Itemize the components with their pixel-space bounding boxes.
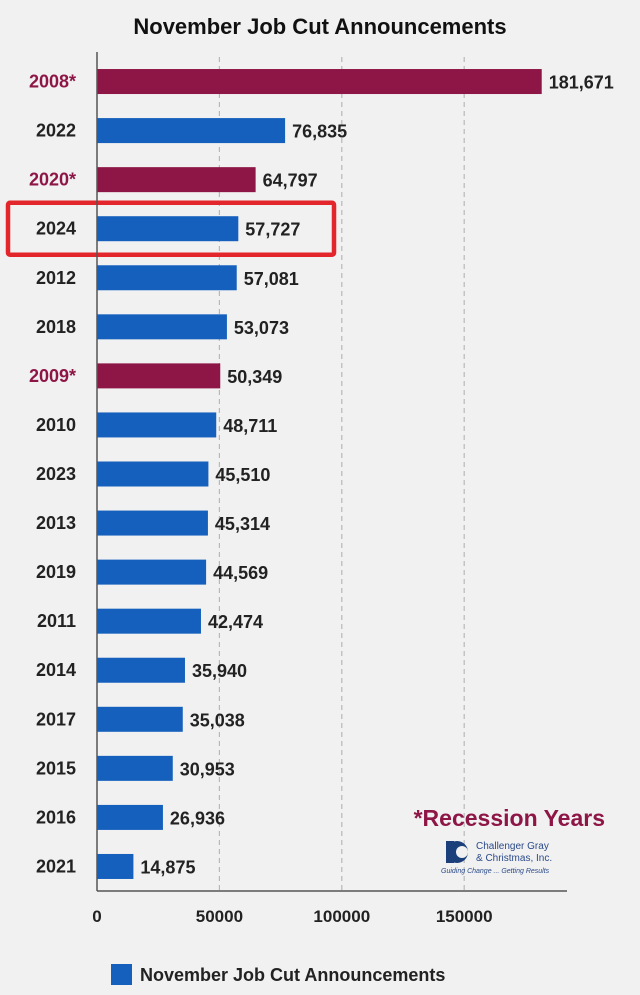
x-tick-label: 150000 — [436, 907, 493, 926]
value-label: 64,797 — [263, 171, 318, 191]
category-label: 2018 — [36, 317, 76, 337]
value-label: 26,936 — [170, 808, 225, 828]
category-label: 2014 — [36, 660, 76, 680]
highlight-box — [5, 200, 337, 257]
bar — [97, 804, 163, 830]
category-label: 2008* — [29, 72, 76, 92]
category-label: 2020* — [29, 170, 76, 190]
value-label: 45,510 — [215, 465, 270, 485]
bar — [97, 510, 208, 536]
legend: November Job Cut Announcements — [111, 964, 445, 985]
bar — [97, 216, 239, 242]
value-label: 45,314 — [215, 514, 270, 534]
bar — [97, 657, 185, 683]
axes: 0 50000 100000 150000 — [92, 52, 567, 926]
category-label: 2009* — [29, 366, 76, 386]
x-tick-label: 100000 — [313, 907, 370, 926]
recession-note: *Recession Years — [414, 805, 605, 831]
bar — [97, 755, 173, 781]
bar — [97, 559, 207, 585]
category-label: 2010 — [36, 415, 76, 435]
category-label: 2021 — [36, 856, 76, 876]
category-label: 2024 — [36, 219, 76, 239]
bar — [97, 69, 542, 95]
category-label: 2023 — [36, 464, 76, 484]
bar — [97, 706, 183, 732]
legend-swatch — [111, 964, 132, 985]
value-label: 53,073 — [234, 318, 289, 338]
category-label: 2019 — [36, 562, 76, 582]
bar — [97, 314, 227, 340]
bar — [97, 363, 221, 389]
logo-mark-icon — [446, 841, 468, 863]
bar — [97, 853, 134, 879]
logo-line2: & Christmas, Inc. — [476, 853, 552, 864]
x-tick-label: 50000 — [196, 907, 243, 926]
category-label: 2012 — [36, 268, 76, 288]
bar — [97, 412, 217, 438]
value-label: 57,727 — [245, 220, 300, 240]
logo-tagline: Guiding Change ... Getting Results — [441, 868, 550, 875]
x-tick-label: 0 — [92, 907, 101, 926]
value-label: 30,953 — [180, 759, 235, 779]
value-label: 35,940 — [192, 661, 247, 681]
value-label: 35,038 — [190, 710, 245, 730]
value-label: 48,711 — [223, 416, 277, 436]
category-label: 2011 — [37, 611, 76, 631]
category-label: 2016 — [36, 807, 76, 827]
bar — [97, 461, 209, 487]
bar — [97, 608, 201, 634]
company-logo: Challenger Gray & Christmas, Inc. Guidin… — [441, 841, 552, 875]
bar — [97, 167, 256, 193]
value-label: 57,081 — [244, 269, 299, 289]
value-label: 76,835 — [292, 122, 347, 142]
logo-line1: Challenger Gray — [476, 841, 549, 852]
value-label: 42,474 — [208, 612, 263, 632]
legend-label: November Job Cut Announcements — [140, 965, 445, 985]
value-label: 14,875 — [140, 857, 195, 877]
bar — [97, 118, 286, 144]
value-label: 50,349 — [227, 367, 282, 387]
chart-title: November Job Cut Announcements — [133, 14, 506, 39]
bars: 2008* 181,671 2022 76,835 2020* 64,797 2024 57,… — [5, 69, 614, 879]
category-label: 2022 — [36, 121, 76, 141]
bar — [97, 265, 237, 291]
category-label: 2013 — [36, 513, 76, 533]
category-label: 2017 — [36, 709, 76, 729]
value-label: 44,569 — [213, 563, 268, 583]
category-label: 2015 — [36, 758, 76, 778]
value-label: 181,671 — [549, 73, 614, 93]
grid-lines — [218, 57, 465, 891]
